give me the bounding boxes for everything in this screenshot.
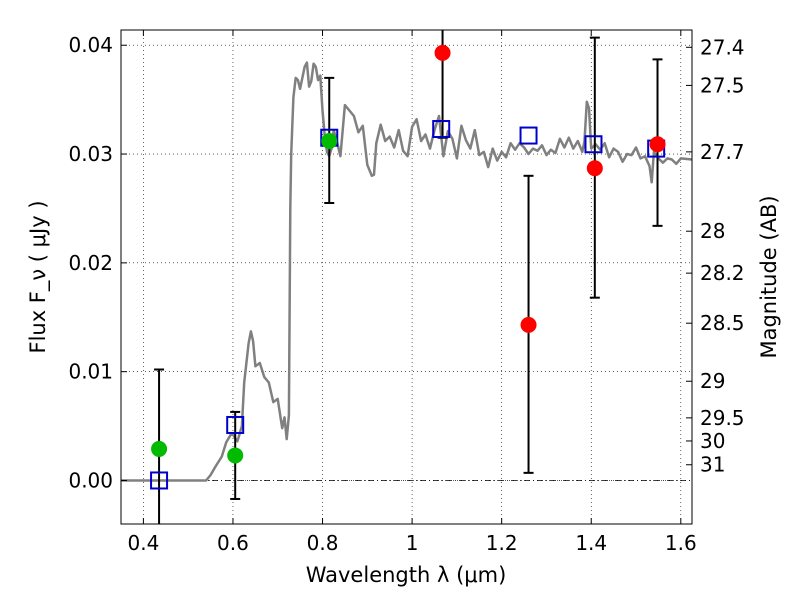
observed-point-red [649,136,666,153]
x-tick-label: 1.4 [575,531,607,555]
mag-tick-label: 27.7 [700,140,745,164]
x-tick-label: 0.4 [127,531,159,555]
grid [121,30,692,524]
plot-area [121,30,692,524]
mag-tick-label: 29 [700,369,725,393]
mag-tick-label: 27.5 [700,73,745,97]
x-tick-label: 0.6 [217,531,249,555]
observed-point-red [520,316,537,333]
axis-ticks: 0.4 0.6 0.8 1 1.2 1.4 1.6 0.00 0.01 0.02 0.03 0.04 2… [68,30,745,555]
mag-tick-label: 31 [700,453,725,477]
model-flux-square [432,120,451,139]
observed-point-green [227,447,244,464]
y-tick-label: 0.02 [68,251,113,275]
y-axis-label: Flux F_ν ( μJy ) [26,200,51,353]
plot-frame [120,29,693,525]
x-axis-label: Wavelength λ (μm) [306,563,507,587]
sed-model-line [121,61,692,482]
model-flux-square [519,126,538,145]
mag-tick-label: 28 [700,219,725,243]
model-flux-square [150,471,169,490]
observed-point-green [321,132,338,149]
x-tick-label: 1.6 [665,531,697,555]
x-tick-label: 0.8 [307,531,339,555]
observed-point-red [434,44,451,61]
observed-point-red [586,160,603,177]
mag-tick-label: 28.2 [700,261,745,285]
mag-tick-label: 28.5 [700,311,745,335]
x-tick-label: 1 [406,531,419,555]
mag-tick-label: 27.4 [700,35,745,59]
y2-axis-label: Magnitude (AB) [757,195,781,358]
y-tick-label: 0.04 [68,33,113,57]
mag-tick-label: 29.5 [700,406,745,430]
y-tick-label: 0.01 [68,360,113,384]
model-flux-square [584,135,603,154]
x-tick-label: 1.2 [486,531,518,555]
model-flux-square [226,415,245,434]
mag-tick-label: 30 [700,429,725,453]
y-tick-label: 0.00 [68,468,113,492]
y-tick-label: 0.03 [68,142,113,166]
observed-point-green [151,440,168,457]
